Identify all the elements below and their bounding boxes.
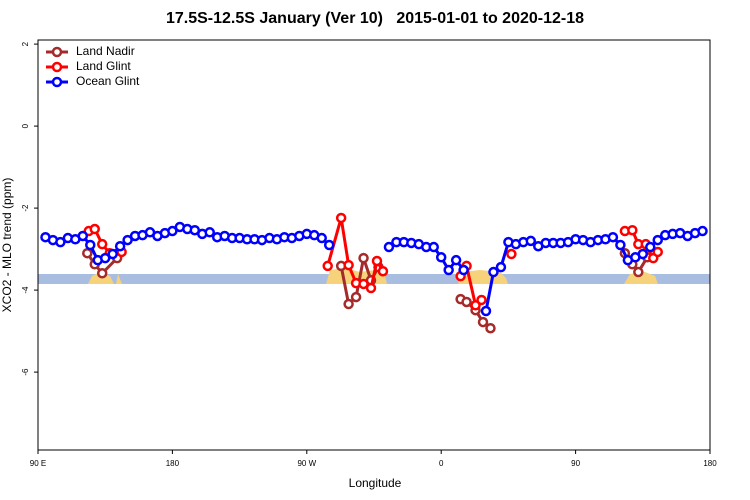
series-line <box>86 252 649 330</box>
y-axis-label: XCO2 - MLO trend (ppm) <box>0 178 14 313</box>
plot-frame <box>37 39 711 451</box>
data-point <box>697 225 708 237</box>
data-point <box>480 305 492 317</box>
data-point <box>358 278 369 290</box>
chart-title: 17.5S-12.5S January (Ver 10) 2015-01-01 … <box>166 10 584 27</box>
data-point <box>114 240 126 252</box>
data-point <box>458 264 469 276</box>
data-point <box>204 227 215 238</box>
data-point <box>122 234 133 246</box>
y-tick-label: -2 <box>21 204 30 212</box>
legend-label: Land Nadir <box>76 44 135 58</box>
data-point <box>323 239 335 251</box>
data-point <box>495 261 507 273</box>
x-tick-label: 90 W <box>297 459 316 468</box>
data-point <box>335 212 347 224</box>
data-point <box>85 239 96 251</box>
data-point <box>365 282 377 294</box>
data-point <box>525 235 537 247</box>
legend-marker <box>51 46 63 58</box>
data-point <box>645 241 656 253</box>
data-point <box>652 246 663 258</box>
legend-label: Land Glint <box>76 59 131 73</box>
legend-label: Ocean Glint <box>76 74 140 88</box>
data-point <box>358 252 369 264</box>
x-tick-label: 0 <box>439 459 444 468</box>
data-point <box>428 241 439 253</box>
y-tick-label: -6 <box>21 368 30 376</box>
data-point <box>107 248 118 260</box>
data-point <box>99 252 111 264</box>
data-point <box>96 238 108 250</box>
legend-marker <box>51 76 63 88</box>
data-point <box>82 247 93 259</box>
legend-marker <box>51 61 63 73</box>
data-point <box>343 298 354 310</box>
data-point <box>450 254 462 266</box>
data-point <box>477 316 489 328</box>
x-tick-label: 90 <box>571 459 580 468</box>
x-tick-label: 180 <box>166 459 180 468</box>
data-point <box>652 234 663 246</box>
x-tick-label: 90 E <box>30 459 46 468</box>
data-point <box>485 322 496 334</box>
data-point <box>476 294 487 306</box>
y-tick-label: 2 <box>21 41 30 46</box>
y-tick-label: 0 <box>21 123 30 128</box>
data-point <box>343 259 354 271</box>
data-point <box>383 241 395 253</box>
data-point <box>435 252 447 263</box>
data-point <box>443 264 454 276</box>
data-point <box>633 266 644 278</box>
data-point <box>488 266 499 278</box>
data-point <box>167 225 178 237</box>
data-point <box>77 230 89 242</box>
x-tick-label: 180 <box>703 459 717 468</box>
data-point <box>316 232 327 244</box>
data-point <box>506 248 517 260</box>
data-point <box>371 255 383 267</box>
data-point <box>55 236 66 248</box>
data-point <box>627 224 638 236</box>
y-tick-label: -4 <box>21 286 30 294</box>
data-point <box>461 296 472 308</box>
data-point <box>350 291 362 303</box>
data-point <box>377 265 389 277</box>
data-point <box>637 248 649 260</box>
data-point <box>89 223 100 235</box>
data-point <box>322 260 333 272</box>
x-axis-label: Longitude <box>349 476 402 490</box>
data-point <box>615 239 626 251</box>
data-point <box>96 268 108 279</box>
data-point <box>607 231 619 243</box>
